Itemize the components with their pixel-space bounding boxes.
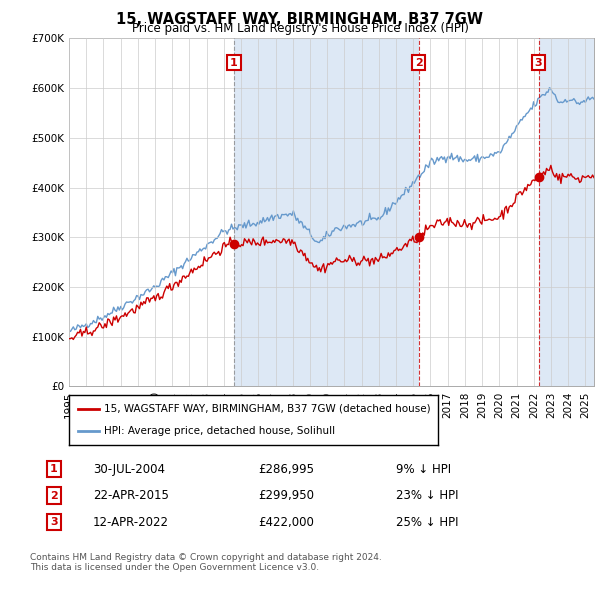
Text: 2: 2 xyxy=(415,58,422,68)
Text: 1: 1 xyxy=(230,58,238,68)
Text: 23% ↓ HPI: 23% ↓ HPI xyxy=(396,489,458,502)
Text: This data is licensed under the Open Government Licence v3.0.: This data is licensed under the Open Gov… xyxy=(30,563,319,572)
Bar xyxy=(234,38,419,386)
Text: 15, WAGSTAFF WAY, BIRMINGHAM, B37 7GW (detached house): 15, WAGSTAFF WAY, BIRMINGHAM, B37 7GW (d… xyxy=(104,404,431,414)
Text: 2: 2 xyxy=(50,491,58,500)
Bar xyxy=(539,38,594,386)
Text: 25% ↓ HPI: 25% ↓ HPI xyxy=(396,516,458,529)
Text: 3: 3 xyxy=(50,517,58,527)
Text: Contains HM Land Registry data © Crown copyright and database right 2024.: Contains HM Land Registry data © Crown c… xyxy=(30,553,382,562)
Text: 1: 1 xyxy=(50,464,58,474)
Text: 22-APR-2015: 22-APR-2015 xyxy=(93,489,169,502)
Text: £422,000: £422,000 xyxy=(258,516,314,529)
Text: HPI: Average price, detached house, Solihull: HPI: Average price, detached house, Soli… xyxy=(104,427,335,437)
Text: £299,950: £299,950 xyxy=(258,489,314,502)
Text: 12-APR-2022: 12-APR-2022 xyxy=(93,516,169,529)
Text: £286,995: £286,995 xyxy=(258,463,314,476)
Text: 30-JUL-2004: 30-JUL-2004 xyxy=(93,463,165,476)
Text: 9% ↓ HPI: 9% ↓ HPI xyxy=(396,463,451,476)
Bar xyxy=(419,38,539,386)
Text: 15, WAGSTAFF WAY, BIRMINGHAM, B37 7GW: 15, WAGSTAFF WAY, BIRMINGHAM, B37 7GW xyxy=(116,12,484,27)
Text: Price paid vs. HM Land Registry's House Price Index (HPI): Price paid vs. HM Land Registry's House … xyxy=(131,22,469,35)
Text: 3: 3 xyxy=(535,58,542,68)
